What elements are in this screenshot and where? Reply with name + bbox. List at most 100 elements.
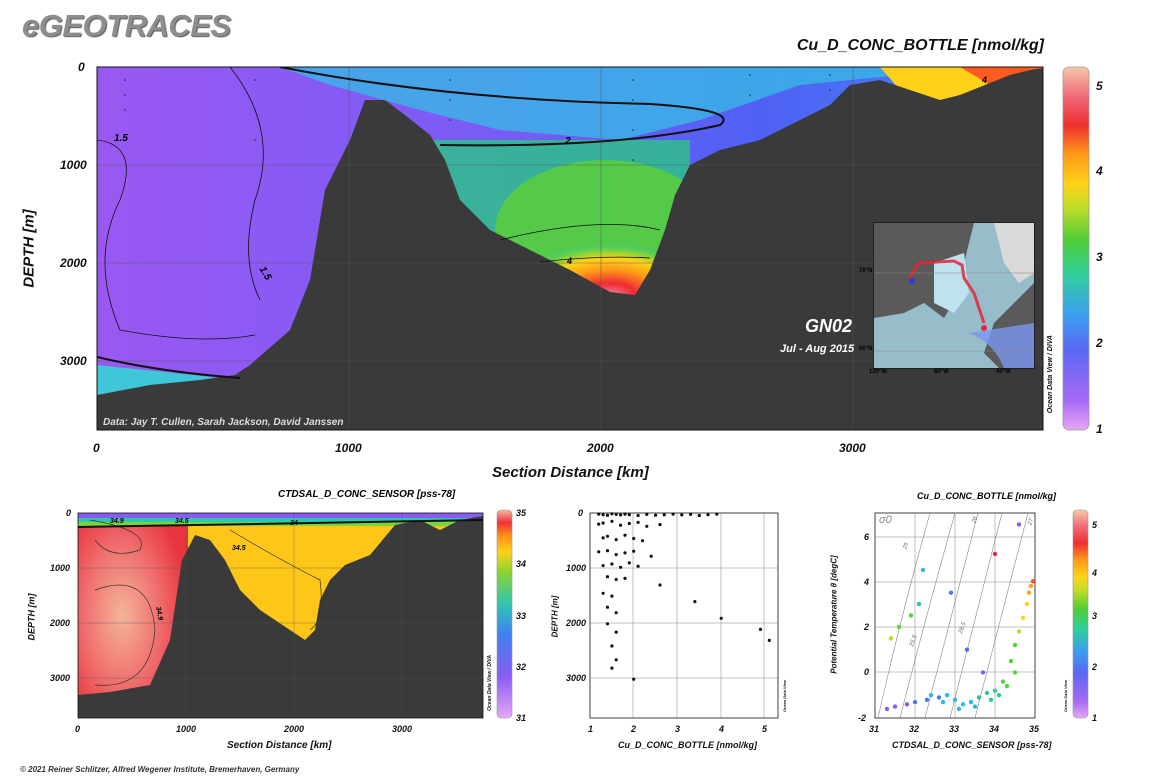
inset-lon-label: 40°W [996, 369, 1011, 375]
ts-point [1030, 579, 1035, 584]
contour-label: 4 [982, 75, 988, 85]
contour-label: 4 [567, 256, 573, 266]
y-tick: 1000 [50, 563, 71, 573]
y-tick: 2000 [60, 256, 87, 270]
x-tick: 1 [588, 724, 594, 734]
contour-label: 34 [290, 520, 298, 527]
x-tick: 3 [675, 724, 681, 734]
scatter-point [627, 561, 631, 565]
ts-point [1016, 629, 1022, 634]
station-markers [124, 74, 831, 161]
scatter-point [610, 519, 614, 523]
scatter-point [601, 564, 605, 568]
ts-point [968, 699, 974, 705]
y-tick: 2 [864, 622, 870, 632]
main-colorbar [1062, 66, 1090, 431]
colorbar-tick: 4 [1096, 164, 1103, 178]
scatter-point [605, 534, 610, 538]
ts-point [912, 699, 918, 705]
y-tick: -2 [858, 713, 867, 723]
scatter-point [632, 677, 636, 681]
scatter-point [610, 562, 614, 566]
data-credit: Data: Jay T. Cullen, Sarah Jackson, Davi… [103, 417, 344, 428]
ts-point [936, 695, 942, 700]
x-tick: 32 [909, 724, 920, 734]
contour-label: 34.5 [232, 545, 246, 552]
scatter-point [636, 520, 640, 525]
section-name: GN02 [805, 316, 853, 336]
x-tick: 0 [93, 441, 100, 455]
scatter-point [619, 523, 623, 527]
ts-point [940, 699, 946, 705]
scatter-point [601, 521, 605, 525]
ts-point [960, 702, 966, 707]
scatter-point [619, 565, 623, 569]
ts-point [992, 551, 998, 557]
scatter-point [680, 513, 684, 517]
scatter-point [689, 512, 693, 517]
x-tick: 3000 [392, 724, 413, 734]
ts-point [1026, 590, 1032, 595]
scatter-point [614, 577, 618, 582]
y-tick: 3000 [50, 673, 71, 683]
x-tick: 2000 [284, 724, 305, 734]
scatter-point [601, 536, 605, 540]
inset-lat-label: 70°N [859, 268, 873, 274]
ts-point [1012, 670, 1018, 675]
x-tick: 2000 [587, 441, 614, 455]
ts-point [980, 670, 986, 675]
bathymetry-salinity [78, 516, 483, 718]
cu-depth-scatter-chart [589, 512, 779, 719]
scatter-point [619, 513, 623, 517]
sigma-label: σ0 [879, 514, 892, 526]
y-tick: 2000 [566, 618, 587, 628]
scatter-point [632, 549, 636, 553]
scatter-point [715, 512, 719, 516]
scatter-point [623, 551, 627, 555]
section-dates: Jul - Aug 2015 [780, 343, 855, 355]
y-tick: 6 [864, 532, 870, 542]
inset-lat-label: 60°N [859, 346, 873, 352]
bathymetry-main [97, 68, 1043, 430]
scatter-point [610, 594, 614, 598]
y-tick: 0 [66, 508, 72, 518]
x-tick: 34 [989, 724, 1000, 734]
contour-label: 2 [565, 136, 571, 147]
ts-point [964, 647, 970, 652]
isopycnals [877, 513, 1029, 718]
salinity-colorbar [496, 509, 513, 719]
scatter-point [645, 512, 649, 517]
ts-point [1028, 583, 1034, 589]
scatter-point [605, 549, 610, 553]
x-tick: 1000 [176, 724, 197, 734]
main-plot-title: Cu_D_CONC_BOTTLE [nmol/kg] [796, 37, 1044, 54]
y-tick: 0 [578, 508, 584, 518]
x-tick: 0 [75, 724, 81, 734]
ts-point [888, 636, 894, 641]
salinity-x-axis-label: Section Distance [km] [227, 740, 332, 751]
ts-point [1024, 601, 1030, 607]
x-tick: 35 [1029, 724, 1040, 734]
y-tick: 1000 [60, 158, 87, 172]
scatter-point [614, 658, 618, 662]
y-tick: 3000 [566, 673, 587, 683]
odv-watermark: Ocean Data View [1063, 680, 1068, 713]
ts-point [916, 601, 922, 607]
scatter-point [632, 536, 636, 541]
y-tick: 2000 [50, 618, 71, 628]
colorbar-tick: 35 [516, 508, 527, 518]
scatter-point [601, 591, 605, 595]
scatter-point [614, 611, 618, 615]
scatter-point [610, 666, 614, 670]
scatter-point [623, 512, 627, 516]
inset-map [873, 222, 1035, 369]
y-tick: 4 [864, 577, 870, 587]
scatter-point [610, 512, 614, 516]
scatter-point [658, 523, 662, 527]
ts-point [996, 693, 1002, 698]
colorbar-tick: 34 [516, 559, 527, 569]
egeotraces-logo: eGEOTRACES [22, 8, 231, 43]
ts-point [952, 697, 958, 702]
